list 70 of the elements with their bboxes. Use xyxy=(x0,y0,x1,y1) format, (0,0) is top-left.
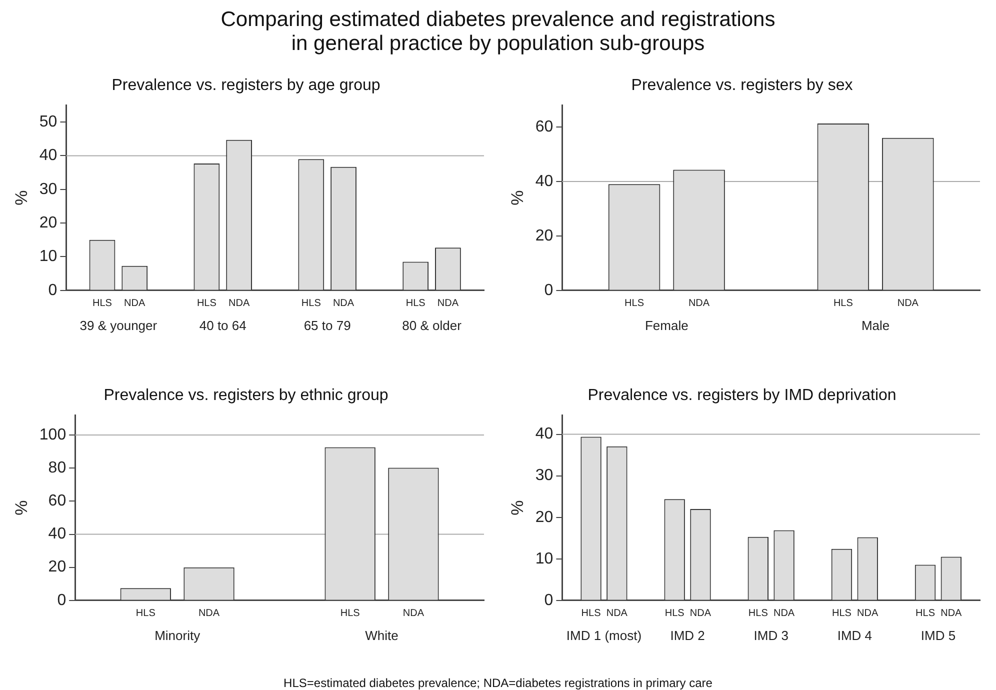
text: HLS xyxy=(340,608,360,620)
y-tick-label: 40 xyxy=(39,147,58,164)
text: NDA xyxy=(773,608,795,620)
x-tick-label: IMD 1 (most) xyxy=(566,628,642,643)
series-label: HLS xyxy=(136,608,156,620)
x-tick-label: IMD 2 xyxy=(670,628,705,643)
text: HLS xyxy=(748,608,768,620)
text: NDA xyxy=(897,298,918,310)
series-label: NDA xyxy=(688,298,710,310)
text: HLS xyxy=(664,608,684,620)
x-tick-label: Male xyxy=(861,318,890,333)
series-label: HLS xyxy=(624,298,644,310)
y-axis-title: % xyxy=(12,500,31,516)
text: Comparing estimated diabetes prevalence and registrations in general practice by population sub-groups xyxy=(220,8,776,56)
y-tick-label: 60 xyxy=(48,492,66,510)
chart-title: Prevalence vs. registers by ethnic group xyxy=(104,387,388,404)
y-tick-label: 0 xyxy=(57,592,66,609)
series-label: NDA xyxy=(198,608,220,620)
y-axis-title: % xyxy=(12,190,31,206)
text: HLS xyxy=(916,608,935,620)
y-tick-label: 20 xyxy=(535,508,554,526)
text: HLS xyxy=(196,298,216,310)
y-tick-label: 0 xyxy=(48,282,58,299)
text: NDA xyxy=(857,608,878,620)
x-tick-label: Female xyxy=(644,318,688,333)
y-tick-label: 20 xyxy=(39,214,58,232)
text: HLS xyxy=(301,298,321,310)
y-tick-label: 0 xyxy=(544,592,554,609)
text: NDA xyxy=(228,298,250,310)
text: HLS=estimated diabetes prevalence; NDA=diabetes registrations in primary care xyxy=(282,676,714,690)
y-tick-label: 30 xyxy=(39,180,58,198)
y-tick-label: 40 xyxy=(535,426,554,443)
text: NDA xyxy=(332,298,354,310)
series-label: NDA xyxy=(690,608,712,620)
x-tick-label: White xyxy=(365,628,398,643)
y-axis-title: % xyxy=(508,190,527,206)
text: HLS xyxy=(581,608,601,620)
chart-title: Prevalence vs. registers by IMD deprivation xyxy=(588,387,896,404)
y-tick-label: 50 xyxy=(39,113,58,130)
series-label: HLS xyxy=(832,608,852,620)
series-label: NDA xyxy=(124,298,146,310)
x-tick-label: 80 & older xyxy=(402,318,462,333)
text: NDA xyxy=(940,608,962,620)
y-tick-label: 80 xyxy=(48,460,66,477)
text: HLS xyxy=(833,298,853,310)
text: HLS xyxy=(406,298,426,310)
text: NDA xyxy=(606,608,628,620)
text: NDA xyxy=(437,298,459,310)
y-axis-title: % xyxy=(508,500,527,516)
y-tick-label: 20 xyxy=(48,558,66,576)
y-tick-label: 60 xyxy=(535,118,554,136)
y-tick-label: 30 xyxy=(535,467,554,484)
text: NDA xyxy=(402,608,424,620)
y-tick-label: 100 xyxy=(39,426,66,444)
x-tick-label: 39 & younger xyxy=(80,318,158,333)
x-tick-label: 65 to 79 xyxy=(304,318,351,333)
x-tick-label: IMD 3 xyxy=(754,628,788,643)
x-tick-label: 40 to 64 xyxy=(199,318,246,333)
y-tick-label: 40 xyxy=(48,526,66,543)
y-tick-label: 0 xyxy=(544,282,554,299)
y-tick-label: 20 xyxy=(535,227,554,244)
x-tick-label: Minority xyxy=(154,628,201,643)
chart-title: Prevalence vs. registers by age group xyxy=(112,77,380,94)
x-tick-label: IMD 4 xyxy=(837,628,872,643)
series-label: HLS xyxy=(92,298,112,310)
x-tick-label: IMD 5 xyxy=(920,628,956,643)
y-tick-label: 10 xyxy=(535,550,554,568)
chart-title: Prevalence vs. registers by sex xyxy=(631,77,853,94)
y-tick-label: 40 xyxy=(535,172,554,190)
y-tick-label: 10 xyxy=(39,248,58,266)
